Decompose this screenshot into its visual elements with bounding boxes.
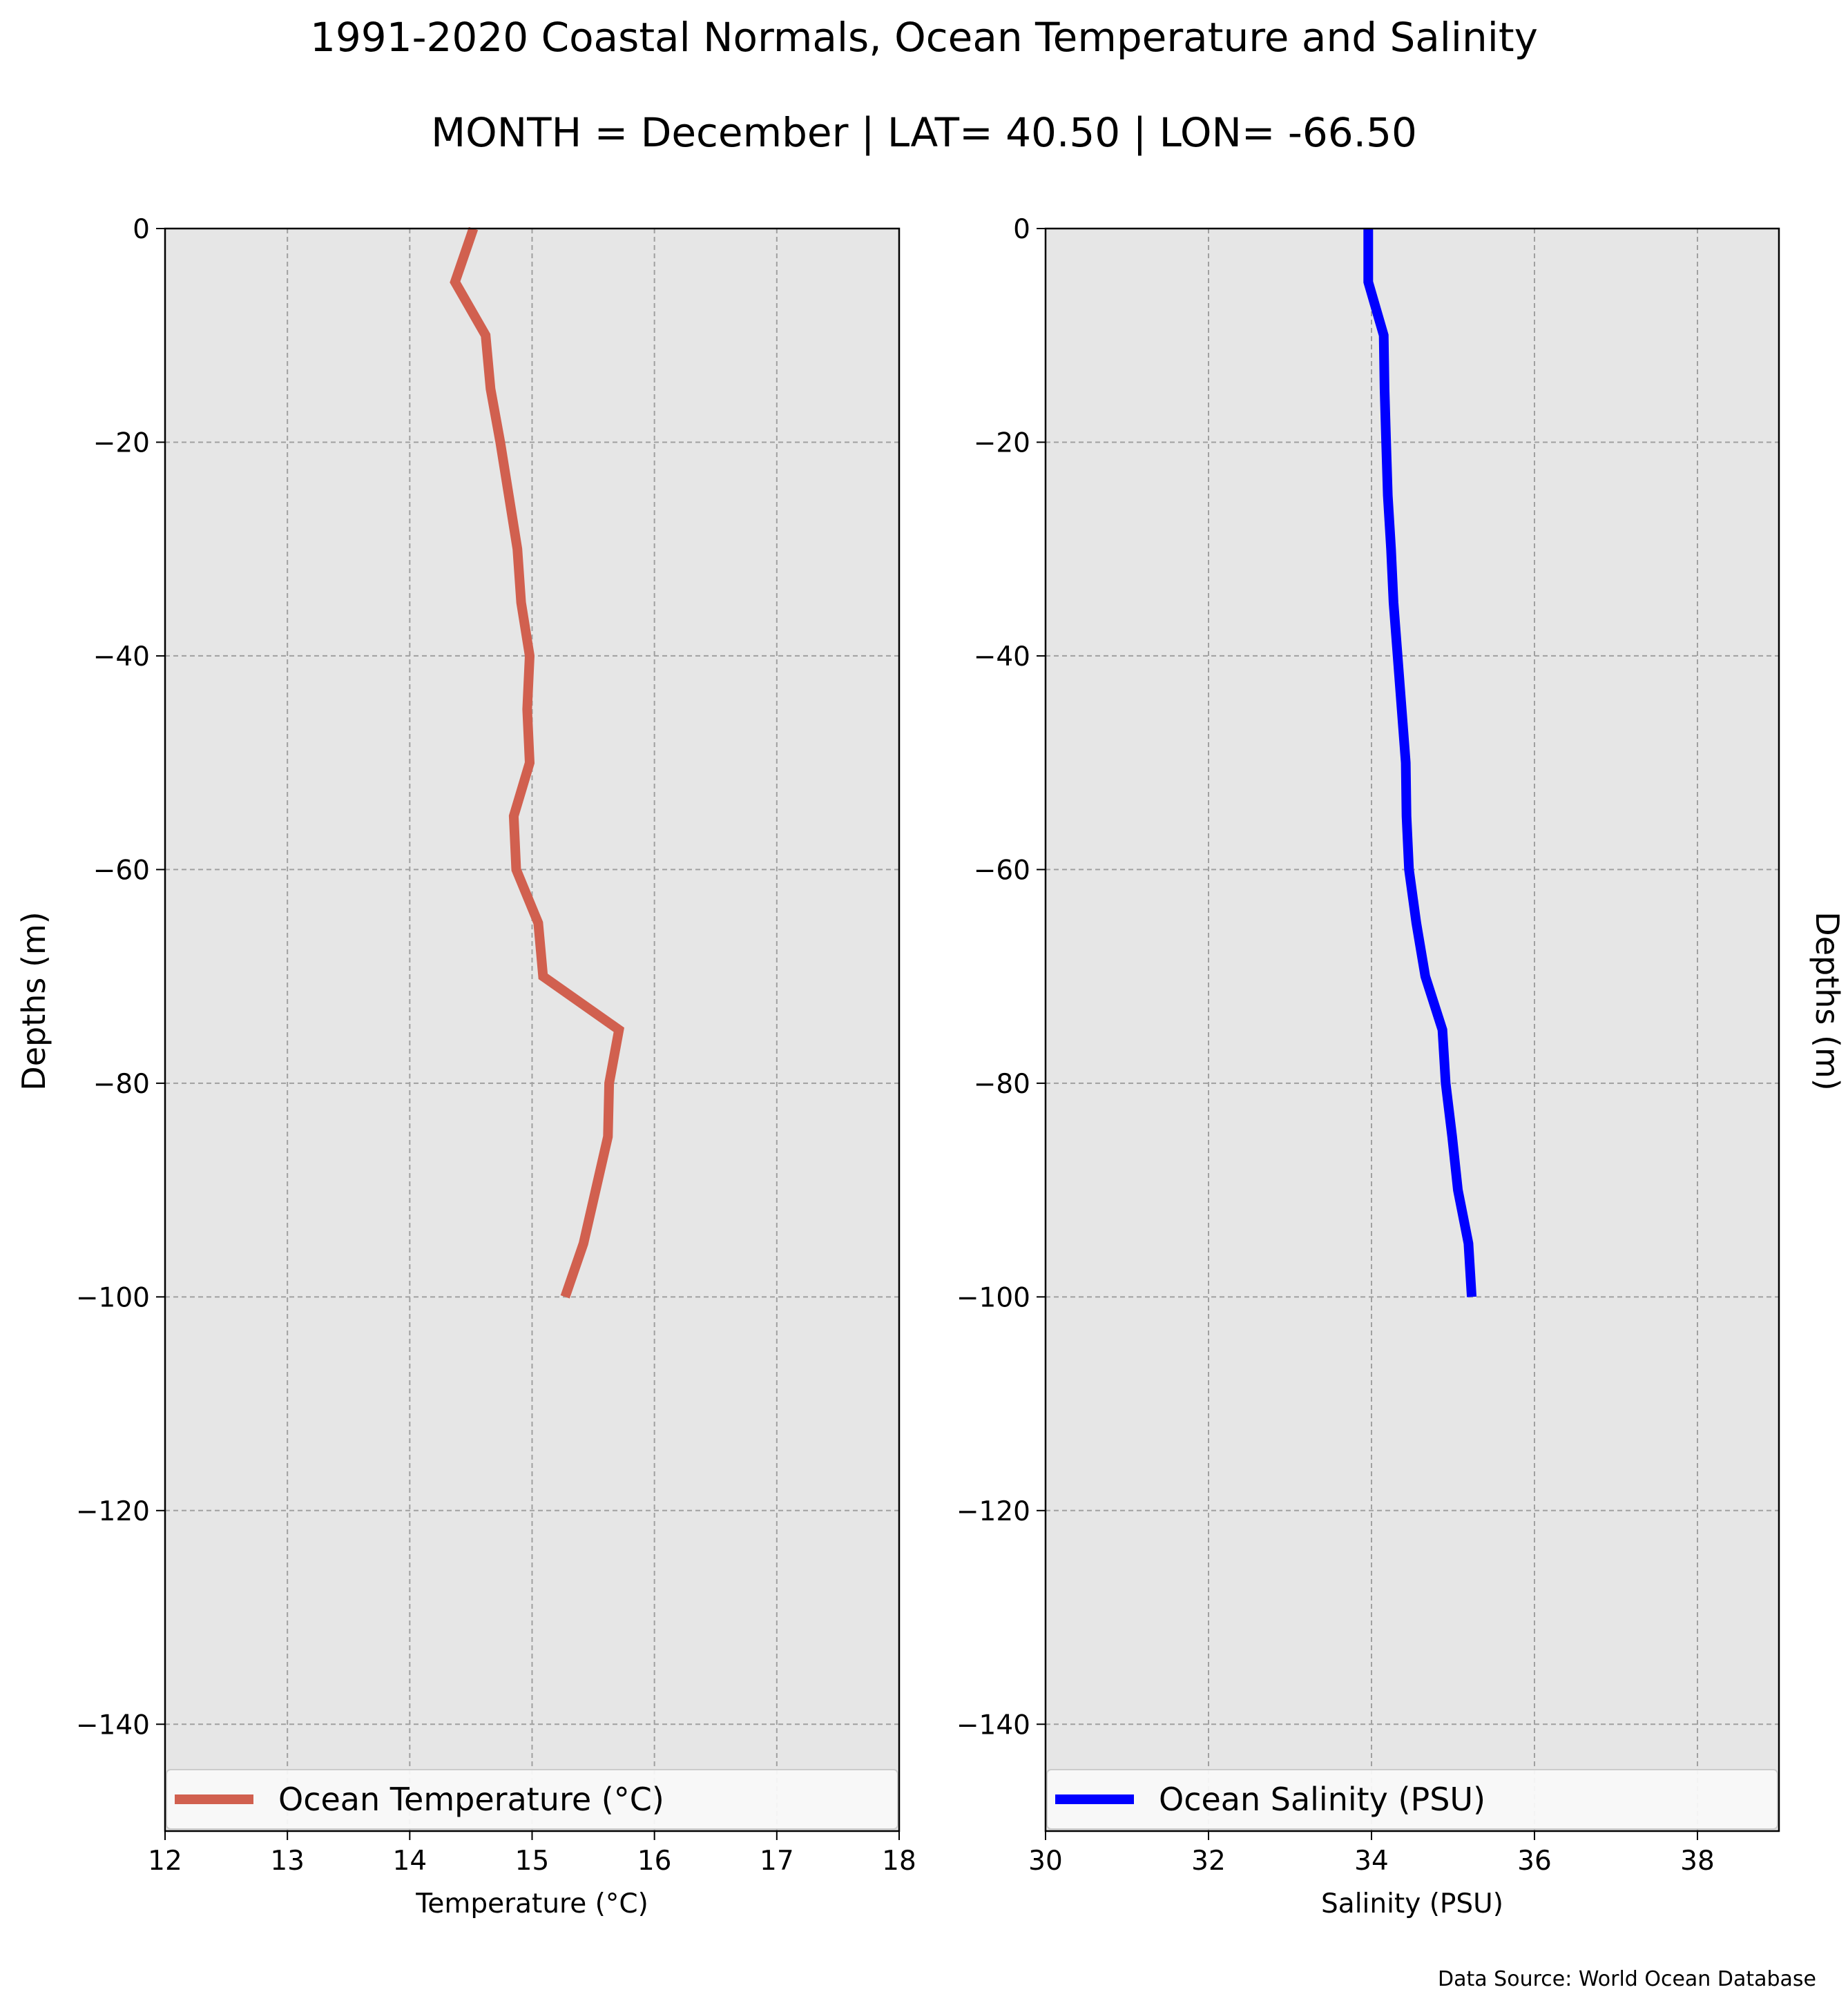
left-y-axis-label: Depths (m): [15, 911, 52, 1090]
salinity-y-tick-label: −140: [956, 1710, 1030, 1741]
temperature-y-tick-label: −120: [76, 1496, 150, 1527]
salinity-x-axis-label: Salinity (PSU): [1321, 1888, 1503, 1919]
temperature-panel: 0 −20 −40 −60 −80 −100 −120 −140 12 13 14 15 16 17 18 O…: [76, 214, 916, 1919]
salinity-axes-frame: [1044, 227, 1780, 1832]
salinity-x-tick-label: 38: [1680, 1846, 1715, 1877]
temperature-x-tick-label: 15: [515, 1846, 550, 1877]
temperature-x-tick-label: 12: [148, 1846, 182, 1877]
temperature-y-tick-label: −40: [93, 641, 150, 672]
temperature-legend-label: Ocean Temperature (°C): [278, 1781, 664, 1818]
temperature-x-axis-label: Temperature (°C): [415, 1888, 648, 1919]
salinity-x-tick-label: 32: [1191, 1846, 1226, 1877]
salinity-x-tick-label: 30: [1028, 1846, 1063, 1877]
right-y-axis-label: Depths (m): [1809, 911, 1846, 1090]
salinity-profile-line: [1363, 229, 1477, 1297]
temperature-y-tick-label: 0: [133, 214, 150, 245]
temperature-y-tick-label: −20: [93, 427, 150, 458]
salinity-y-tick-label: −100: [956, 1282, 1030, 1313]
temperature-y-tick-label: −60: [93, 855, 150, 886]
salinity-y-tick-label: 0: [1013, 214, 1030, 245]
temperature-y-tick-label: −100: [76, 1282, 150, 1313]
temperature-x-tick-label: 13: [270, 1846, 305, 1877]
temperature-x-tick-label: 18: [882, 1846, 916, 1877]
temperature-y-tick-label: −80: [93, 1069, 150, 1100]
chart-title: 1991-2020 Coastal Normals, Ocean Tempera…: [310, 14, 1538, 61]
salinity-y-tick-label: −120: [956, 1496, 1030, 1527]
temperature-x-tick-label: 16: [637, 1846, 672, 1877]
chart-subtitle: MONTH = December | LAT= 40.50 | LON= -66…: [431, 109, 1417, 156]
salinity-panel: 0 −20 −40 −60 −80 −100 −120 −140 30 32 34 36 38 Ocean…: [956, 214, 1780, 1919]
temperature-x-tick-label: 14: [393, 1846, 427, 1877]
salinity-y-tick-label: −80: [974, 1069, 1030, 1100]
salinity-legend-box: [1046, 1769, 1778, 1830]
data-source-note: Data Source: World Ocean Database: [1438, 1967, 1816, 1991]
salinity-x-tick-label: 36: [1517, 1846, 1552, 1877]
temperature-profile-line: [450, 226, 624, 1299]
temperature-x-tick-label: 17: [760, 1846, 794, 1877]
salinity-x-tick-label: 34: [1354, 1846, 1389, 1877]
salinity-y-tick-label: −20: [974, 427, 1030, 458]
temperature-legend-box: [166, 1769, 898, 1830]
salinity-legend-label: Ocean Salinity (PSU): [1159, 1781, 1485, 1818]
salinity-y-tick-label: −60: [974, 855, 1030, 886]
salinity-plot-area: [1046, 229, 1779, 1831]
temperature-y-tick-label: −140: [76, 1710, 150, 1741]
temperature-axes-frame: [164, 227, 901, 1832]
salinity-y-tick-label: −40: [974, 641, 1030, 672]
